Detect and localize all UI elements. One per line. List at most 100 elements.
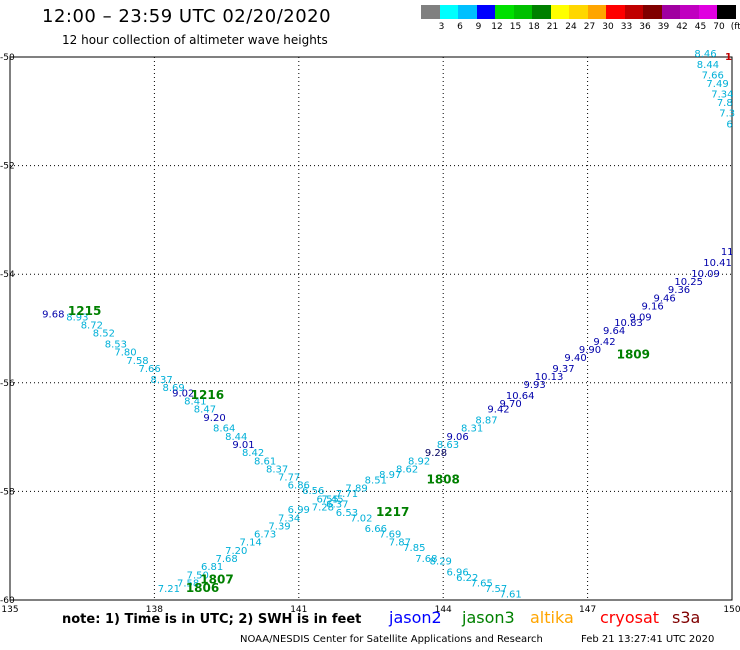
wave-height-value: 8.92 [408, 456, 430, 467]
wave-height-value: 6.55 [317, 494, 339, 505]
y-tick-label: -58 [0, 487, 15, 497]
legend-swatches [421, 5, 736, 19]
legend-label: 21 [546, 22, 559, 32]
wave-height-value: 7.66 [138, 364, 160, 375]
wave-height-value: 9.40 [564, 353, 586, 364]
wave-height-value: 9.42 [593, 337, 615, 348]
legend-label: 12 [491, 22, 503, 32]
wave-height-value: 9.20 [203, 413, 225, 424]
wave-height-value: 6.66 [365, 524, 387, 535]
wave-height-value: 9.28 [425, 448, 447, 459]
wave-height-value: 8.72 [81, 321, 103, 332]
wave-height-value: 7.77 [278, 473, 300, 484]
x-tick-label: 150 [723, 605, 740, 615]
wave-height-value: 7.8 [717, 98, 733, 109]
wave-height-value: 9.01 [232, 440, 254, 451]
x-tick-label: 138 [146, 605, 163, 615]
legend-swatch [458, 5, 477, 19]
wave-height-value: 8.31 [461, 424, 483, 435]
wave-height-value: 7.50 [187, 570, 209, 581]
legend-swatch [587, 5, 606, 19]
wave-height-value: 9.68 [42, 310, 64, 321]
legend-swatch [606, 5, 625, 19]
satellite-jason3: jason3 [462, 608, 515, 627]
legend-swatch [569, 5, 588, 19]
wave-height-value: 7.28 [312, 502, 334, 513]
wave-height-value: 6.81 [201, 562, 223, 573]
wave-height-value: 7.66 [702, 71, 724, 82]
wave-height-value: 8.63 [437, 440, 459, 451]
wave-height-value: 6.86 [288, 481, 310, 492]
legend-swatch [643, 5, 662, 19]
wave-height-value: 6.37 [326, 500, 348, 511]
legend-label: 9 [475, 22, 482, 32]
pass-time-label: 1808 [426, 472, 459, 486]
wave-height-value: 7.61 [499, 589, 521, 600]
wave-height-marker: 1 [725, 52, 732, 63]
legend-swatch [532, 5, 551, 19]
legend-label: 42 [676, 22, 688, 32]
wave-height-value: 8.37 [150, 375, 172, 386]
wave-height-value: 7.57 [485, 584, 507, 595]
legend-swatch [717, 5, 736, 19]
legend-label: 18 [528, 22, 540, 32]
legend-swatch [439, 5, 458, 19]
wave-height-value: 9.37 [552, 364, 574, 375]
pass-time-label: 1807 [200, 573, 233, 587]
wave-height-value: 8.64 [213, 424, 235, 435]
wave-height-value: 10.09 [691, 269, 720, 280]
wave-height-value: 6.22 [456, 573, 478, 584]
wave-height-value: 6.73 [254, 530, 276, 541]
legend-label: 3 [438, 22, 445, 32]
legend-swatch [476, 5, 495, 19]
wave-height-value: 9.42 [487, 405, 509, 416]
wave-height-value: 8.42 [242, 448, 264, 459]
wave-height-value: 9.06 [447, 432, 469, 443]
y-tick-label: -56 [0, 379, 15, 389]
wave-height-value: 9.46 [653, 293, 675, 304]
wave-height-value: 9.36 [668, 285, 690, 296]
pass-time-label: 1806 [186, 581, 219, 595]
wave-height-value: 8.37 [266, 464, 288, 475]
wave-height-value: 8.44 [697, 60, 719, 71]
wave-height-value: 11 [721, 247, 734, 258]
legend-swatch [495, 5, 514, 19]
pass-time-label: 1216 [191, 388, 224, 402]
wave-height-value: 7.89 [345, 483, 367, 494]
wave-height-value: 7.68 [215, 554, 237, 565]
timestamp-text: Feb 21 13:27:41 UTC 2020 [581, 634, 715, 645]
wave-height-value: 6.56 [302, 486, 324, 497]
wave-height-value: 8.62 [396, 464, 418, 475]
wave-height-value: 7.69 [379, 530, 401, 541]
wave-height-value: 7.39 [268, 521, 290, 532]
wave-height-value: 7.14 [240, 538, 262, 549]
wave-height-value: 8.93 [66, 312, 88, 323]
wave-height-value: 7.85 [403, 543, 425, 554]
wave-height-value: 6.99 [288, 505, 310, 516]
wave-height-value: 7.87 [389, 538, 411, 549]
y-tick-label: -54 [0, 270, 15, 280]
wave-height-value: 8.51 [365, 475, 387, 486]
wave-height-value: 10.13 [535, 372, 564, 383]
legend-label: 24 [565, 22, 577, 32]
wave-height-value: 10.41 [703, 258, 732, 269]
wave-height-value: 9.09 [629, 312, 651, 323]
satellite-s3a: s3a [672, 608, 701, 627]
wave-height-value: 9.90 [579, 345, 601, 356]
legend-label: 33 [620, 22, 633, 32]
legend-label: 36 [639, 22, 651, 32]
wave-height-value: 8.44 [225, 432, 247, 443]
wave-height-value: 7.49 [706, 79, 728, 90]
pass-time-label: 1217 [376, 505, 409, 519]
wave-height-value: 7.3 [719, 109, 735, 120]
wave-height-value: 7.80 [114, 348, 136, 359]
legend-swatch [698, 5, 717, 19]
wave-height-value: 7.20 [225, 546, 247, 557]
wave-height-value: 8.69 [163, 383, 185, 394]
wave-height-value: 8.47 [194, 405, 216, 416]
legend-swatch [624, 5, 643, 19]
wave-height-value: 7.02 [350, 513, 372, 524]
wave-height-value: 7.71 [336, 489, 358, 500]
